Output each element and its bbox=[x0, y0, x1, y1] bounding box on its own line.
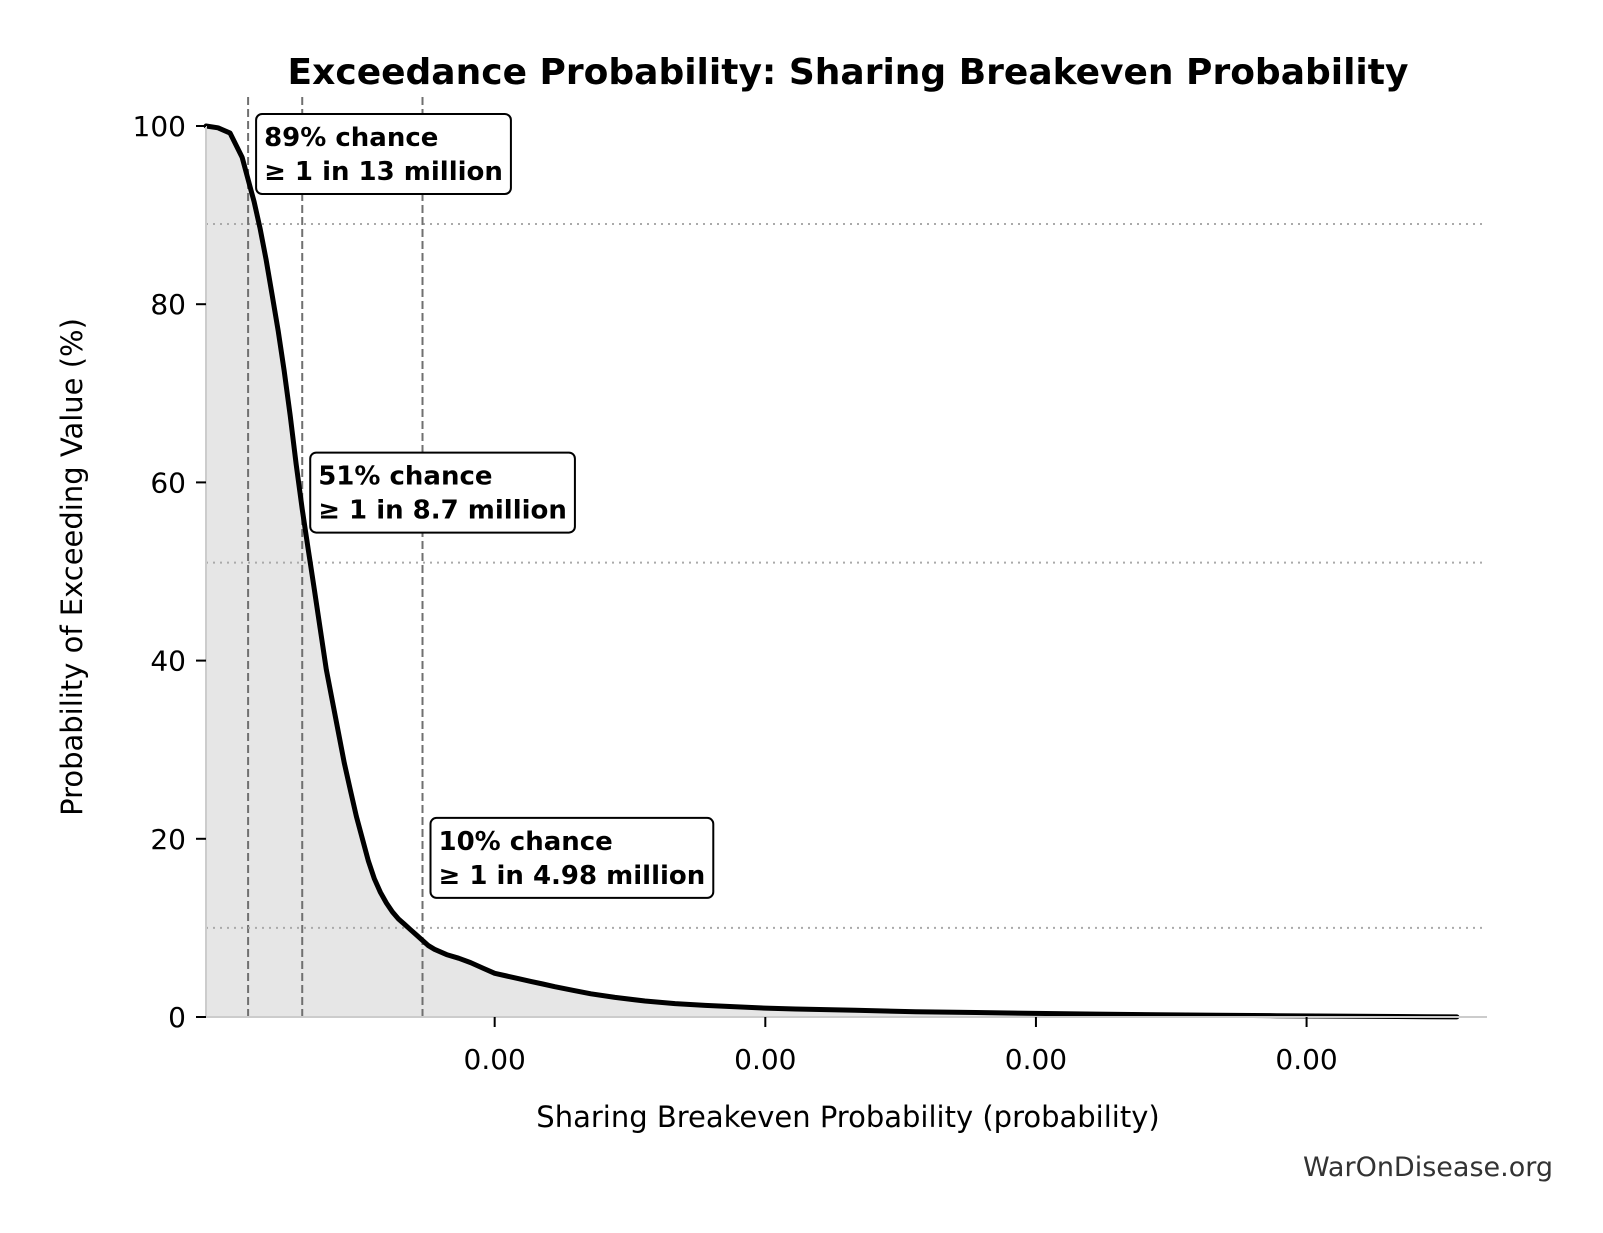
annotation-frame bbox=[309, 451, 576, 534]
y-tick-label: 40 bbox=[150, 645, 186, 678]
area-fill bbox=[206, 126, 1457, 1017]
annotation-box-1: 89% chance ≥ 1 in 13 million bbox=[255, 113, 512, 196]
y-axis-label: Probability of Exceeding Value (%) bbox=[55, 318, 89, 816]
annotation-frame bbox=[255, 113, 512, 196]
annotation-chance-text: 51% chance bbox=[318, 462, 492, 492]
annotation-value-text: ≥ 1 in 8.7 million bbox=[318, 496, 567, 526]
y-tick-label: 80 bbox=[150, 288, 186, 321]
y-tick-label: 0 bbox=[168, 1001, 186, 1034]
x-tick-label: 0.00 bbox=[1005, 1043, 1067, 1076]
x-tick-label: 0.00 bbox=[734, 1043, 796, 1076]
annotation-chance-text: 89% chance bbox=[264, 123, 438, 153]
x-axis-label: Sharing Breakeven Probability (probabili… bbox=[536, 1100, 1159, 1134]
y-tick-label: 20 bbox=[150, 823, 186, 856]
annotation-box-2: 51% chance ≥ 1 in 8.7 million bbox=[309, 451, 576, 534]
x-tick-label: 0.00 bbox=[1275, 1043, 1337, 1076]
credit-text: WarOnDisease.org bbox=[1303, 1152, 1553, 1183]
annotation-value-text: ≥ 1 in 4.98 million bbox=[439, 861, 706, 891]
x-tick-label: 0.00 bbox=[464, 1043, 526, 1076]
annotation-value-text: ≥ 1 in 13 million bbox=[264, 157, 503, 187]
annotation-frame bbox=[429, 816, 715, 899]
y-tick-label: 100 bbox=[133, 110, 186, 143]
annotation-box-3: 10% chance ≥ 1 in 4.98 million bbox=[429, 816, 715, 899]
chart-title: Exceedance Probability: Sharing Breakeve… bbox=[288, 52, 1409, 93]
y-tick-label: 60 bbox=[150, 466, 186, 499]
plot-area: 0 20 40 60 80 100 0.00 0.00 0.00 0.00 89% chance ≥ … bbox=[133, 96, 1487, 1076]
exceedance-curve bbox=[203, 123, 1460, 1020]
annotation-chance-text: 10% chance bbox=[439, 827, 613, 857]
